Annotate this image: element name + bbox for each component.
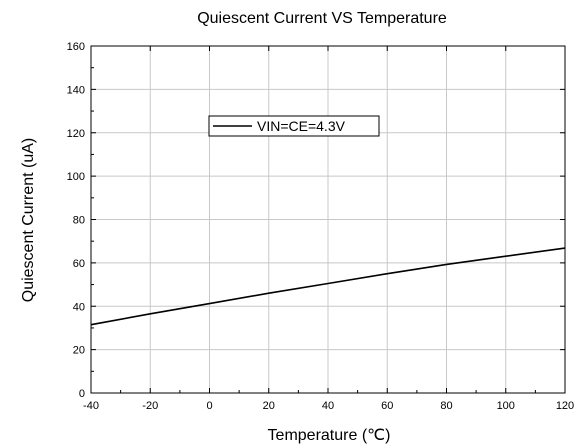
x-tick-label: 20 bbox=[263, 400, 275, 412]
series-group bbox=[90, 247, 566, 326]
x-tick-label: 80 bbox=[440, 400, 452, 412]
x-axis-title: Temperature (℃) bbox=[268, 427, 391, 444]
y-tick-labels: 0 20 40 60 80 100 120 140 160 bbox=[67, 41, 85, 400]
series-line bbox=[90, 247, 566, 326]
x-tick-label: 0 bbox=[206, 400, 212, 412]
grid bbox=[91, 46, 565, 393]
x-tick-label: 100 bbox=[497, 400, 515, 412]
x-tick-labels: -40 -20 0 20 40 60 80 100 120 bbox=[83, 400, 574, 412]
legend-label: VIN=CE=4.3V bbox=[257, 118, 346, 134]
y-tick-label: 160 bbox=[67, 41, 85, 53]
y-tick-label: 0 bbox=[79, 388, 85, 400]
y-tick-label: 80 bbox=[73, 215, 85, 227]
chart-title: Quiescent Current VS Temperature bbox=[197, 10, 447, 27]
axis-ticks bbox=[90, 45, 566, 394]
x-tick-label: 120 bbox=[556, 400, 574, 412]
x-tick-label: -20 bbox=[142, 400, 158, 412]
legend-box bbox=[208, 115, 380, 137]
y-tick-label: 100 bbox=[67, 171, 85, 183]
legend: VIN=CE=4.3V bbox=[208, 115, 380, 137]
x-tick-label: -40 bbox=[83, 400, 99, 412]
y-tick-label: 140 bbox=[67, 84, 85, 96]
x-tick-label: 60 bbox=[381, 400, 393, 412]
y-axis-title: Quiescent Current (uA) bbox=[20, 138, 37, 303]
y-tick-label: 120 bbox=[67, 128, 85, 140]
y-tick-label: 60 bbox=[73, 258, 85, 270]
x-tick-label: 40 bbox=[322, 400, 334, 412]
y-tick-label: 40 bbox=[73, 301, 85, 313]
y-tick-label: 20 bbox=[73, 345, 85, 357]
